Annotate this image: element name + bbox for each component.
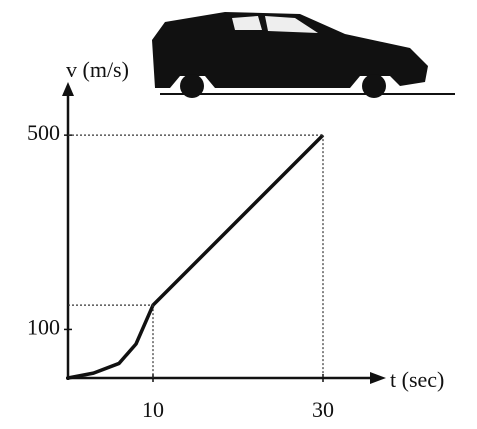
y-tick-label: 500: [27, 120, 60, 145]
x-tick-label: 10: [142, 397, 164, 422]
x-tick-label: 30: [312, 397, 334, 422]
velocity-curve: [68, 135, 323, 378]
x-axis-label: t (sec): [390, 367, 444, 392]
y-tick-label: 100: [27, 314, 60, 339]
chart: v (m/s) t (sec) 100 500 10 30: [0, 0, 477, 429]
y-axis-label: v (m/s): [66, 57, 129, 82]
car-illustration: [152, 12, 455, 98]
